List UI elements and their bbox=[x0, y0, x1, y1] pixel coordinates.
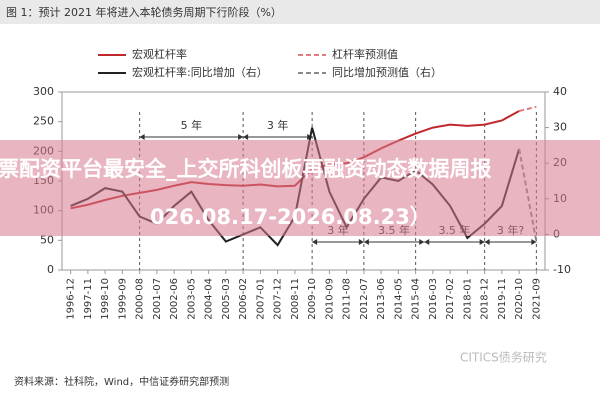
x-tick-label: 2017-02 bbox=[445, 278, 456, 320]
x-tick-label: 1996-12 bbox=[66, 278, 77, 320]
x-tick-label: 2001-07 bbox=[152, 278, 163, 320]
y-tick-label: 300 bbox=[33, 85, 54, 98]
x-tick-label: 2006-02 bbox=[238, 278, 249, 320]
x-tick-label: 2013-06 bbox=[376, 278, 387, 320]
x-tick-label: 2002-06 bbox=[169, 278, 180, 320]
x-tick-label: 2007-12 bbox=[273, 278, 284, 320]
title-band bbox=[0, 0, 600, 24]
x-tick-label: 2016-03 bbox=[428, 278, 439, 320]
x-tick-label: 2012-07 bbox=[359, 278, 370, 320]
x-tick-label: 2011-08 bbox=[342, 278, 353, 320]
x-tick-label: 2004-04 bbox=[204, 278, 215, 320]
x-tick-label: 2019-11 bbox=[497, 278, 508, 320]
overlay-band bbox=[0, 140, 600, 236]
legend-label: 杠杆率预测值 bbox=[332, 47, 398, 61]
overlay-text: 票配资平台最安全_上交所科创板再融资动态数据周报 bbox=[0, 157, 492, 181]
annotation: 5 年 bbox=[181, 118, 203, 132]
watermark: CITICS债务研究 bbox=[460, 350, 547, 365]
x-tick-label: 2020-10 bbox=[514, 278, 525, 320]
x-tick-label: 2009-10 bbox=[307, 278, 318, 320]
source: 资料来源：社科院，Wind，中信证券研究部预测 bbox=[14, 375, 229, 388]
overlay-text: 026.08.17-2026.08.23） bbox=[150, 205, 431, 229]
legend-label: 宏观杠杆率 bbox=[132, 47, 187, 61]
x-tick-label: 2021-09 bbox=[531, 278, 542, 320]
annotation: 3 年 bbox=[267, 118, 289, 132]
chart-title: 图 1：预计 2021 年将进入本轮债务周期下行阶段（%） bbox=[6, 5, 282, 19]
x-tick-label: 2003-05 bbox=[186, 278, 197, 320]
x-tick-label: 2007-01 bbox=[255, 278, 266, 320]
x-tick-label: 2000-08 bbox=[135, 278, 146, 320]
x-tick-label: 2014-05 bbox=[393, 278, 404, 320]
y-tick-label: 250 bbox=[33, 115, 54, 128]
y2-tick-label: 30 bbox=[553, 121, 567, 134]
x-tick-label: 1998-10 bbox=[100, 278, 111, 320]
x-tick-label: 2005-03 bbox=[221, 278, 232, 320]
x-tick-label: 1997-11 bbox=[83, 278, 94, 320]
x-tick-label: 2018-01 bbox=[462, 278, 473, 320]
legend-label: 同比增加预测值（右） bbox=[332, 65, 442, 79]
x-tick-label: 2015-04 bbox=[411, 278, 422, 320]
legend-label: 宏观杠杆率:同比增加（右） bbox=[132, 65, 268, 79]
y2-tick-label: 40 bbox=[553, 85, 567, 98]
x-tick-label: 2018-12 bbox=[480, 278, 491, 320]
x-tick-label: 2008-11 bbox=[290, 278, 301, 320]
x-tick-label: 1999-09 bbox=[117, 278, 128, 320]
y2-tick-label: -10 bbox=[553, 263, 571, 276]
series-line bbox=[518, 105, 537, 112]
y-tick-label: 50 bbox=[40, 233, 54, 246]
y-tick-label: 0 bbox=[47, 263, 54, 276]
x-tick-label: 2010-09 bbox=[324, 278, 335, 320]
